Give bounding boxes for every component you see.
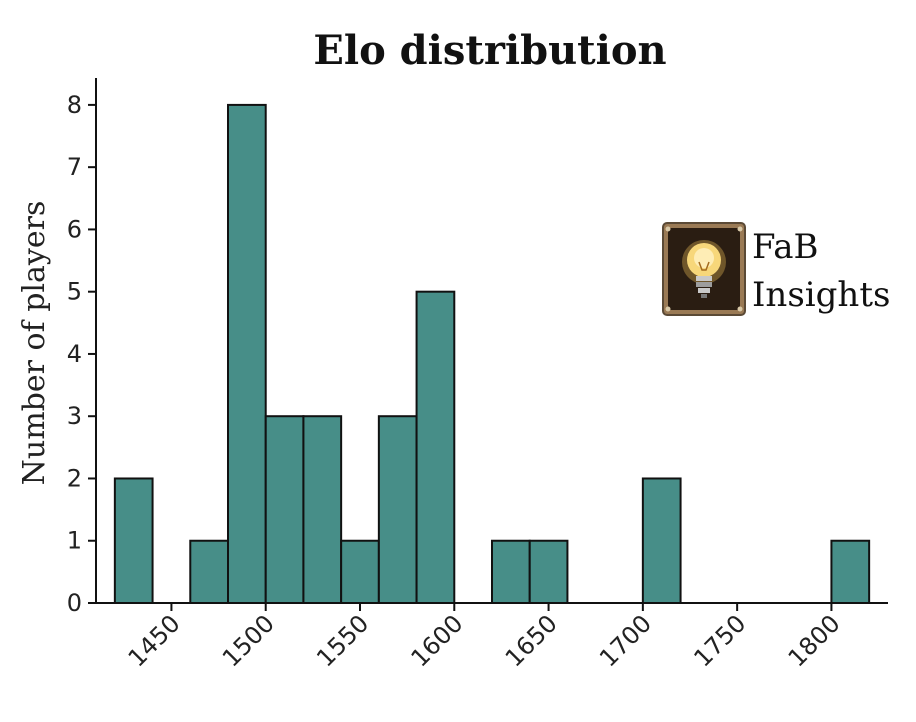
y-ticks-group: 0 1 2 3 4 5 6 7 8 (67, 91, 96, 617)
y-tick-label: 3 (67, 402, 82, 430)
x-tick-label: 1750 (688, 609, 751, 672)
x-tick-label: 1450 (123, 609, 186, 672)
logo: FaB Insights (662, 222, 890, 316)
histogram-bar-1 (189, 539, 230, 605)
x-tick-label: 1600 (406, 609, 469, 672)
chart-title: Elo distribution (313, 27, 666, 74)
y-tick-label: 8 (67, 91, 82, 119)
y-tick-label: 1 (67, 527, 82, 555)
y-tick-label: 2 (67, 464, 82, 492)
x-tick-label: 1800 (783, 609, 846, 672)
histogram-bar-10 (641, 477, 682, 605)
y-axis-label: Number of players (17, 201, 52, 486)
histogram-bar-2 (227, 103, 267, 605)
histogram-bar-3 (264, 415, 305, 605)
x-tick-label: 1650 (500, 609, 563, 672)
logo-text-line2: Insights (752, 275, 890, 315)
logo-text-line1: FaB (752, 227, 819, 267)
y-tick-label: 7 (67, 153, 82, 181)
histogram-bar-11 (830, 539, 871, 605)
histogram-bar-9 (528, 539, 569, 605)
light-bulb-icon (662, 222, 746, 316)
histogram-bar-0 (113, 477, 154, 605)
y-tick-label: 6 (67, 215, 82, 243)
y-tick-label: 0 (67, 589, 82, 617)
y-tick-label: 4 (67, 340, 82, 368)
histogram-bar-4 (302, 415, 343, 605)
histogram-bar-5 (340, 539, 380, 605)
x-tick-label: 1700 (594, 609, 657, 672)
axes-group (95, 78, 888, 604)
x-tick-label: 1500 (217, 609, 280, 672)
x-ticks-group: 1450 1500 1550 1600 1650 1700 1750 1800 (123, 603, 846, 672)
y-tick-label: 5 (67, 278, 82, 306)
histogram-bar-8 (491, 539, 531, 605)
histogram-bar-6 (377, 415, 418, 605)
x-tick-label: 1550 (311, 609, 374, 672)
histogram-bar-7 (415, 290, 456, 604)
bars-group (113, 103, 871, 605)
